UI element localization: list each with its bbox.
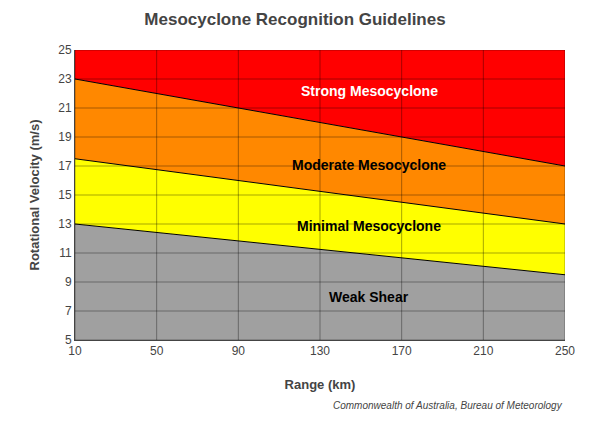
svg-text:Strong Mesocyclone: Strong Mesocyclone [301, 83, 438, 99]
svg-text:23: 23 [58, 72, 72, 86]
svg-text:170: 170 [392, 344, 412, 358]
svg-text:19: 19 [58, 130, 72, 144]
svg-text:Weak Shear: Weak Shear [329, 289, 409, 305]
svg-text:10: 10 [68, 344, 82, 358]
svg-text:Rotational Velocity (m/s): Rotational Velocity (m/s) [27, 120, 42, 271]
svg-text:13: 13 [58, 217, 72, 231]
svg-text:90: 90 [232, 344, 246, 358]
svg-text:7: 7 [65, 304, 72, 318]
svg-text:9: 9 [65, 275, 72, 289]
svg-text:250: 250 [555, 344, 575, 358]
svg-text:50: 50 [150, 344, 164, 358]
svg-text:17: 17 [58, 159, 72, 173]
svg-text:Moderate Mesocyclone: Moderate Mesocyclone [292, 157, 446, 173]
svg-text:Mesocyclone Recognition Guidel: Mesocyclone Recognition Guidelines [144, 10, 445, 29]
svg-text:Minimal Mesocyclone: Minimal Mesocyclone [297, 218, 441, 234]
svg-text:Commonwealth of Australia, Bur: Commonwealth of Australia, Bureau of Met… [333, 400, 563, 411]
svg-text:15: 15 [58, 188, 72, 202]
svg-text:210: 210 [473, 344, 493, 358]
svg-text:25: 25 [58, 43, 72, 57]
svg-text:11: 11 [59, 246, 72, 260]
svg-text:21: 21 [58, 101, 72, 115]
svg-text:130: 130 [310, 344, 330, 358]
svg-text:5: 5 [65, 333, 72, 347]
svg-text:Range (km): Range (km) [285, 377, 356, 392]
